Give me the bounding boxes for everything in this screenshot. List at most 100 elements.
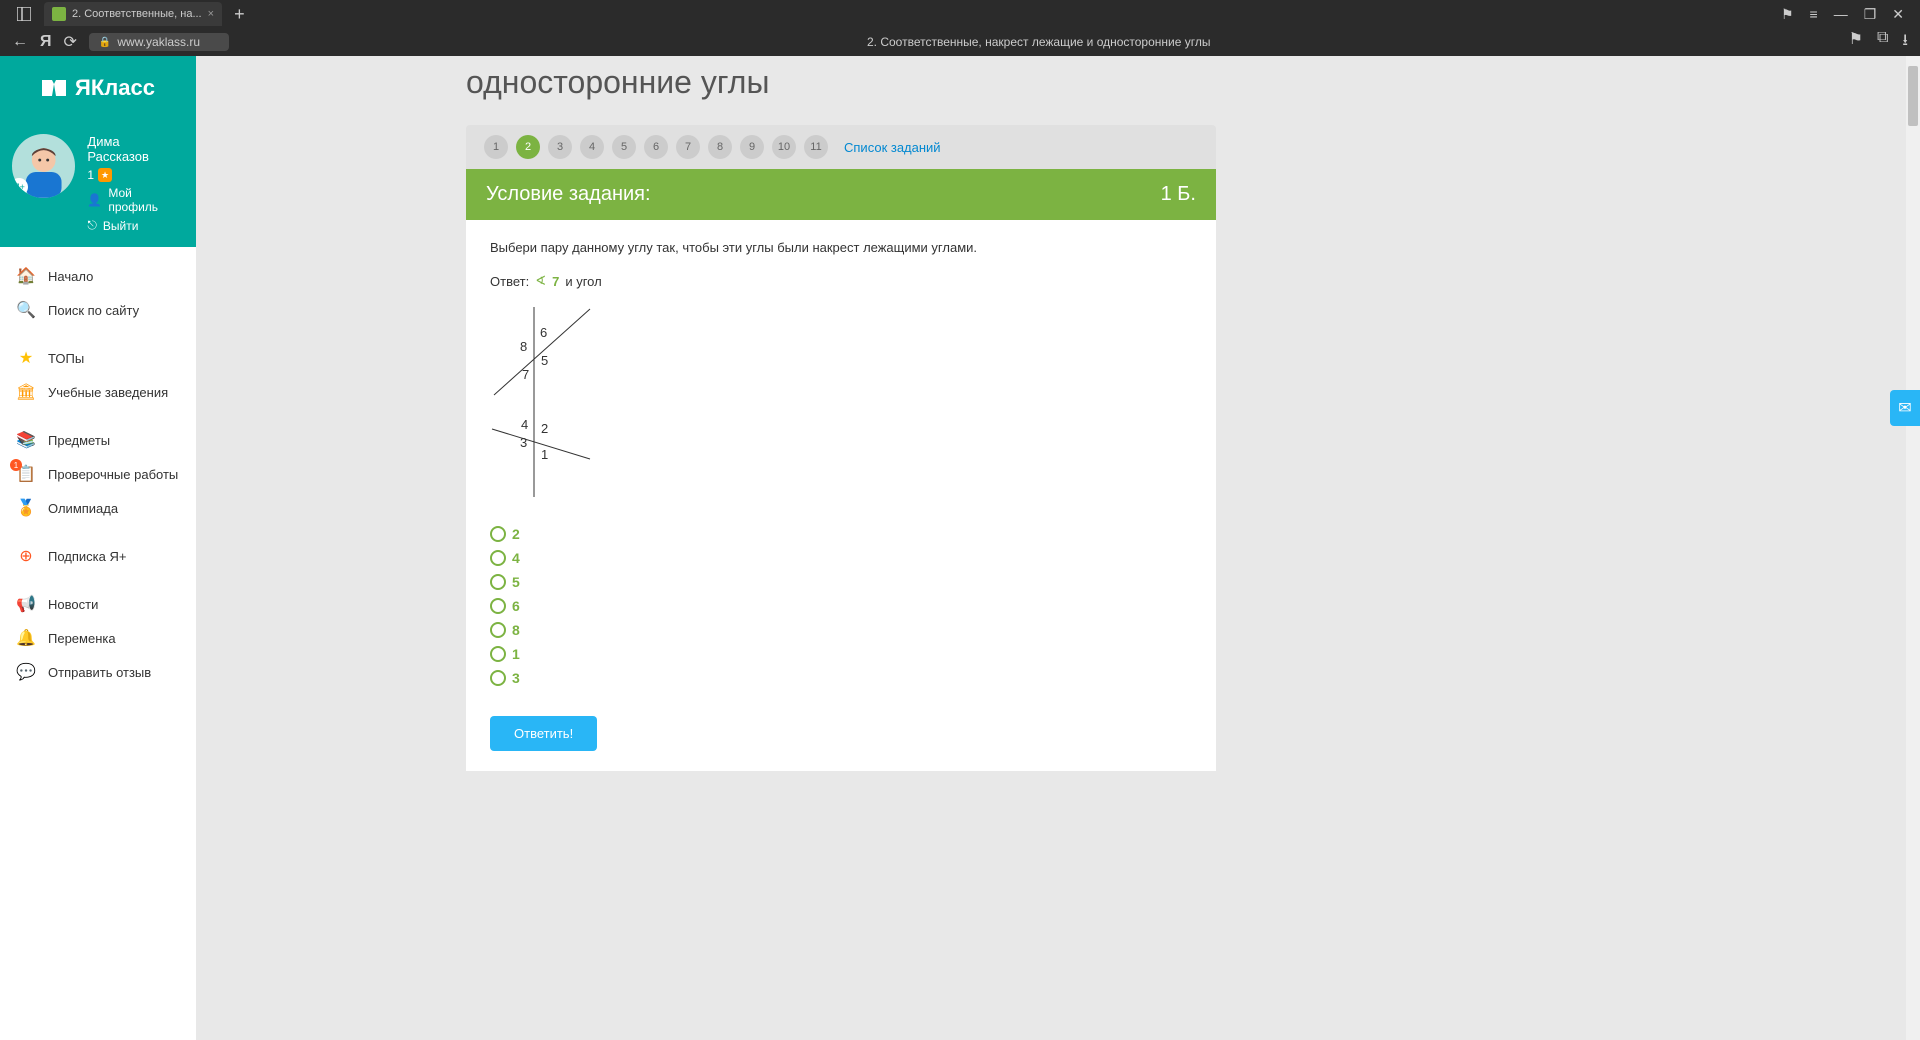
- task-num-4[interactable]: 4: [580, 135, 604, 159]
- option-8[interactable]: 8: [490, 622, 1192, 638]
- page-heading: односторонние углы: [466, 64, 1216, 101]
- page-title-center: 2. Соответственные, накрест лежащие и од…: [241, 35, 1837, 49]
- nav-tests[interactable]: 1📋Проверочные работы: [0, 457, 196, 491]
- nav-news[interactable]: 📢Новости: [0, 587, 196, 621]
- answer-options: 2 4 5 6 8 1 3: [490, 526, 1192, 686]
- minimize-icon[interactable]: —: [1834, 6, 1848, 23]
- radio-icon: [490, 598, 506, 614]
- books-icon: 📚: [16, 430, 36, 450]
- submit-button[interactable]: Ответить!: [490, 716, 597, 751]
- feedback-floating-button[interactable]: ✉: [1890, 390, 1920, 426]
- nav-subscription[interactable]: ⊕Подписка Я+: [0, 539, 196, 573]
- task-num-5[interactable]: 5: [612, 135, 636, 159]
- sidebar-toggle-icon[interactable]: [8, 7, 40, 21]
- back-button[interactable]: ←: [12, 33, 28, 51]
- tab-bar: 2. Соответственные, на... × + ⚑ ≡ — ❐ ✕: [0, 0, 1920, 28]
- task-num-3[interactable]: 3: [548, 135, 572, 159]
- url-input[interactable]: 🔒 www.yaklass.ru: [89, 33, 229, 51]
- badge-icon: 1: [10, 459, 22, 471]
- building-icon: 🏛: [16, 382, 36, 402]
- url-text: www.yaklass.ru: [117, 35, 200, 49]
- svg-text:8: 8: [520, 339, 527, 354]
- lock-icon: 🔒: [99, 37, 111, 48]
- task-num-7[interactable]: 7: [676, 135, 700, 159]
- task-num-1[interactable]: 1: [484, 135, 508, 159]
- svg-text:1: 1: [541, 447, 548, 462]
- maximize-icon[interactable]: ❐: [1864, 6, 1877, 23]
- nav-search[interactable]: 🔍Поиск по сайту: [0, 293, 196, 327]
- option-1[interactable]: 1: [490, 646, 1192, 662]
- option-label: 6: [512, 598, 520, 614]
- star-icon: ★: [16, 348, 36, 368]
- avatar[interactable]: Я+: [12, 134, 75, 198]
- option-label: 4: [512, 550, 520, 566]
- radio-icon: [490, 622, 506, 638]
- logo-text: ЯКласс: [75, 75, 155, 101]
- option-label: 8: [512, 622, 520, 638]
- task-num-9[interactable]: 9: [740, 135, 764, 159]
- option-6[interactable]: 6: [490, 598, 1192, 614]
- task-num-2[interactable]: 2: [516, 135, 540, 159]
- browser-chrome: 2. Соответственные, на... × + ⚑ ≡ — ❐ ✕ …: [0, 0, 1920, 56]
- nav-tops[interactable]: ★ТОПы: [0, 341, 196, 375]
- task-num-8[interactable]: 8: [708, 135, 732, 159]
- option-5[interactable]: 5: [490, 574, 1192, 590]
- download-icon[interactable]: ⭳: [1902, 29, 1908, 56]
- nav-break[interactable]: 🔔Переменка: [0, 621, 196, 655]
- scrollbar[interactable]: [1906, 56, 1920, 1040]
- option-2[interactable]: 2: [490, 526, 1192, 542]
- nav-menu: 🏠Начало 🔍Поиск по сайту ★ТОПы 🏛Учебные з…: [0, 247, 196, 701]
- tab-close-icon[interactable]: ×: [208, 8, 214, 20]
- answer-line: Ответ: ∢ 7 и угол: [490, 273, 1192, 289]
- window-controls: ⚑ ≡ — ❐ ✕: [1781, 6, 1920, 23]
- exit-icon: ⎋: [87, 218, 97, 233]
- svg-text:3: 3: [520, 435, 527, 450]
- task-num-6[interactable]: 6: [644, 135, 668, 159]
- task-list-link[interactable]: Список заданий: [844, 140, 941, 155]
- copy-icon[interactable]: ⧉: [1877, 29, 1888, 56]
- nav-feedback[interactable]: 💬Отправить отзыв: [0, 655, 196, 689]
- menu-icon[interactable]: ≡: [1810, 6, 1818, 23]
- bookmark-icon[interactable]: ⚑: [1849, 29, 1863, 56]
- task-num-10[interactable]: 10: [772, 135, 796, 159]
- address-bar: ← Я ⟳ 🔒 www.yaklass.ru 2. Соответственны…: [0, 28, 1920, 56]
- profile-link[interactable]: 👤 Мой профиль: [87, 186, 184, 214]
- option-4[interactable]: 4: [490, 550, 1192, 566]
- option-3[interactable]: 3: [490, 670, 1192, 686]
- radio-icon: [490, 550, 506, 566]
- browser-tab[interactable]: 2. Соответственные, на... ×: [44, 2, 222, 26]
- megaphone-icon: 📢: [16, 594, 36, 614]
- task-text: Выбери пару данному углу так, чтобы эти …: [490, 240, 1192, 255]
- task-points: 1 Б.: [1161, 183, 1196, 206]
- svg-text:5: 5: [541, 353, 548, 368]
- logo-icon: [41, 78, 67, 98]
- svg-text:6: 6: [540, 325, 547, 340]
- reload-button[interactable]: ⟳: [64, 32, 77, 52]
- logo-area[interactable]: ЯКласс: [0, 56, 196, 120]
- medal-icon: 🏅: [16, 498, 36, 518]
- new-tab-button[interactable]: +: [234, 4, 245, 25]
- close-window-icon[interactable]: ✕: [1892, 6, 1904, 23]
- bookmark-list-icon[interactable]: ⚑: [1781, 6, 1794, 23]
- task-header-title: Условие задания:: [486, 183, 651, 206]
- task-num-11[interactable]: 11: [804, 135, 828, 159]
- tab-title: 2. Соответственные, на...: [72, 8, 202, 20]
- mail-icon: ✉: [1898, 398, 1911, 418]
- nav-subjects[interactable]: 📚Предметы: [0, 423, 196, 457]
- radio-icon: [490, 670, 506, 686]
- svg-text:2: 2: [541, 421, 548, 436]
- content-area: односторонние углы 1234567891011Список з…: [196, 56, 1920, 1040]
- angle-diagram: 12345678: [490, 307, 1192, 502]
- radio-icon: [490, 646, 506, 662]
- plus-circle-icon: ⊕: [16, 546, 36, 566]
- task-navigation: 123456789 10 11 Список заданий: [466, 125, 1216, 169]
- user-area: Я+ Дима Рассказов 1 ★ 👤 Мой профиль ⎋ Вы…: [0, 120, 196, 247]
- logout-link[interactable]: ⎋ Выйти: [87, 218, 184, 233]
- radio-icon: [490, 574, 506, 590]
- bell-icon: 🔔: [16, 628, 36, 648]
- nav-olympiad[interactable]: 🏅Олимпиада: [0, 491, 196, 525]
- option-label: 5: [512, 574, 520, 590]
- nav-schools[interactable]: 🏛Учебные заведения: [0, 375, 196, 409]
- yandex-button[interactable]: Я: [40, 33, 52, 51]
- nav-home[interactable]: 🏠Начало: [0, 259, 196, 293]
